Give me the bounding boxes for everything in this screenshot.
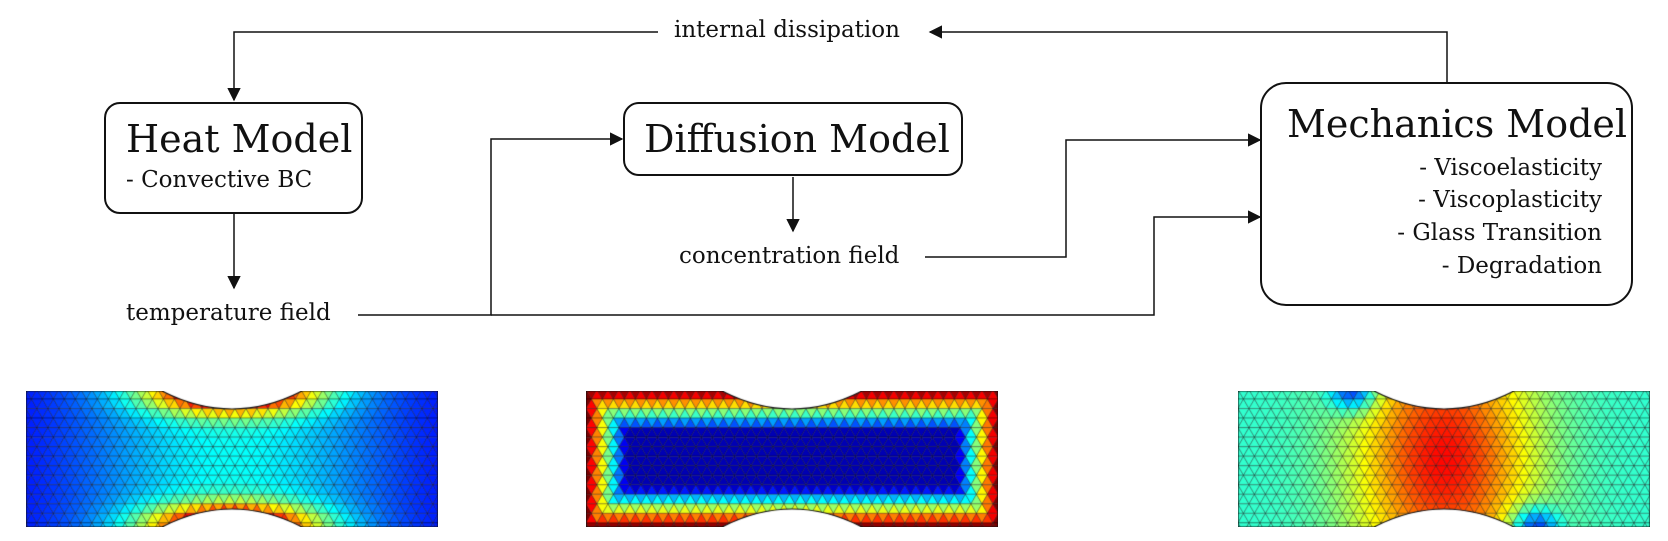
heat-model-title: Heat Model: [126, 117, 353, 161]
diffusion-model-box: [623, 102, 963, 176]
mechanics-item-viscoplasticity: - Viscoplasticity: [1418, 187, 1602, 213]
label-internal-dissipation: internal dissipation: [674, 17, 900, 43]
label-temperature-field: temperature field: [126, 300, 331, 326]
mechanics-item-degradation: - Degradation: [1441, 253, 1602, 279]
concentration-field-plot: [586, 391, 998, 527]
label-concentration-field: concentration field: [679, 243, 900, 269]
mechanics-item-glass-transition: - Glass Transition: [1397, 220, 1602, 246]
mechanics-item-viscoelasticity: - Viscoelasticity: [1419, 155, 1602, 181]
arrow-dissipation-to-heat: [227, 31, 658, 102]
mechanics-model-title: Mechanics Model: [1287, 102, 1628, 146]
arrow-dissipation-to-label: [928, 25, 1448, 82]
heat-model-item: - Convective BC: [126, 167, 313, 193]
diffusion-model-title: Diffusion Model: [644, 117, 950, 161]
temperature-field-plot: [26, 391, 438, 527]
mechanics-field-plot: [1238, 391, 1650, 527]
arrow-concentration-to-mechanics: [925, 133, 1262, 258]
arrow-temperature-to-mechanics: [491, 210, 1262, 316]
mechanics-model-box: [1260, 82, 1633, 306]
heat-model-box: [104, 102, 363, 214]
arrow-temperature-to-diffusion: [358, 132, 624, 316]
